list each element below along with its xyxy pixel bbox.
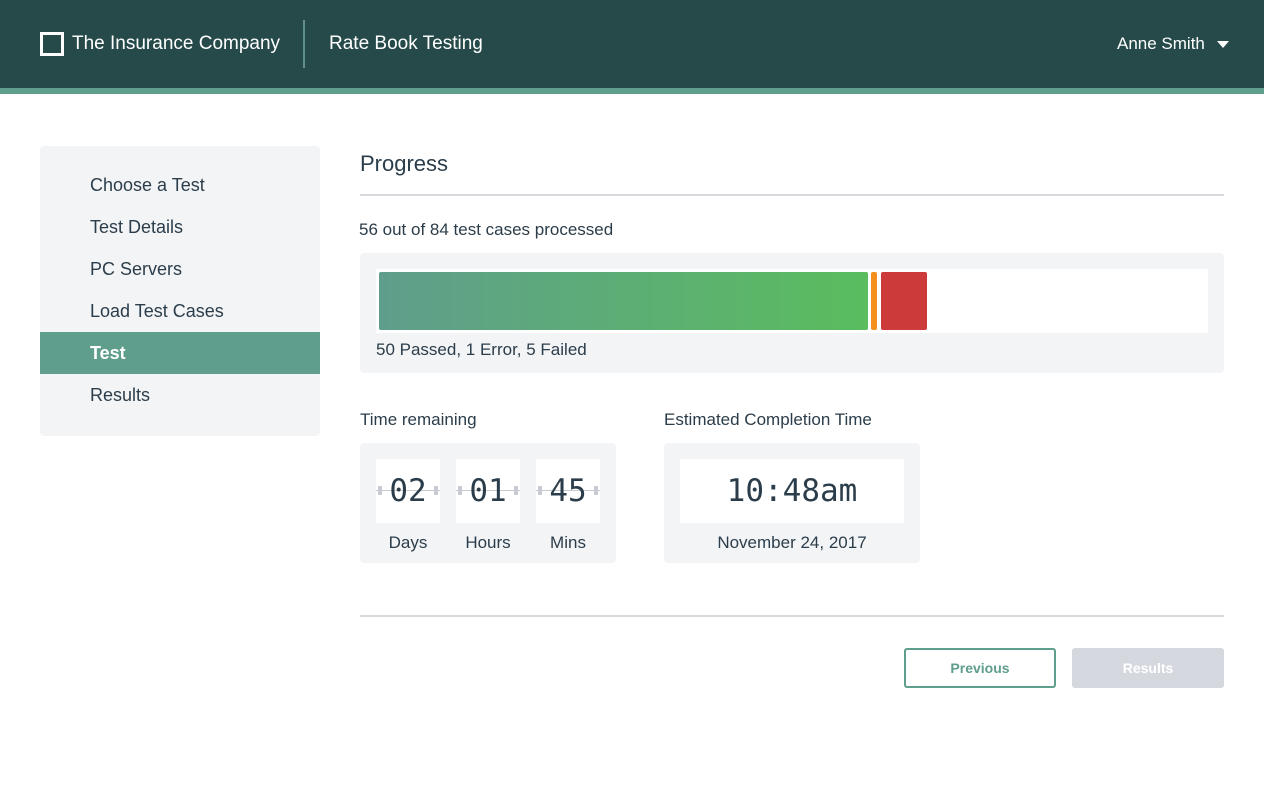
sidebar-item-choose-a-test[interactable]: Choose a Test bbox=[90, 175, 205, 195]
flip-card: 01 bbox=[456, 459, 520, 523]
countdown-hours: 01 Hours bbox=[456, 459, 520, 554]
mins-label: Mins bbox=[550, 533, 586, 552]
sidebar-nav: Choose a Test Test Details PC Servers Lo… bbox=[40, 146, 320, 436]
completion-time-value: 10:48am bbox=[726, 473, 858, 509]
sidebar-item-results[interactable]: Results bbox=[90, 385, 151, 405]
progress-bar bbox=[376, 269, 1208, 333]
divider bbox=[360, 194, 1224, 196]
progress-segment-error bbox=[870, 272, 878, 330]
top-bar: The Insurance Company Rate Book Testing … bbox=[0, 0, 1264, 88]
sidebar-item-test[interactable]: Test bbox=[40, 332, 320, 374]
completion-time-card: 10:48am bbox=[680, 459, 904, 523]
app-title: Rate Book Testing bbox=[329, 33, 483, 54]
progress-caption: 56 out of 84 test cases processed bbox=[359, 220, 614, 239]
completion-date: November 24, 2017 bbox=[717, 533, 867, 552]
progress-segment-passed bbox=[379, 272, 868, 330]
user-name: Anne Smith bbox=[1117, 34, 1205, 53]
square-outline-icon bbox=[40, 32, 64, 56]
completion-time-label: Estimated Completion Time bbox=[664, 410, 872, 429]
progress-panel: 50 Passed, 1 Error, 5 Failed bbox=[360, 253, 1224, 373]
progress-legend: 50 Passed, 1 Error, 5 Failed bbox=[376, 340, 587, 359]
sidebar-item-load-test-cases[interactable]: Load Test Cases bbox=[90, 301, 224, 321]
sidebar-item-pc-servers[interactable]: PC Servers bbox=[90, 259, 183, 279]
caret-down-icon bbox=[1216, 40, 1229, 48]
user-menu[interactable]: Anne Smith bbox=[1117, 32, 1229, 56]
completion-time-panel: 10:48am November 24, 2017 bbox=[664, 443, 920, 563]
results-button[interactable]: Results bbox=[1072, 648, 1224, 688]
countdown-mins: 45 Mins bbox=[536, 459, 600, 554]
time-remaining-panel: 02 Days 01 Hours 45 Mins bbox=[360, 443, 616, 563]
page-title: Progress bbox=[360, 151, 449, 176]
flip-card: 02 bbox=[376, 459, 440, 523]
hours-value: 01 bbox=[469, 473, 507, 509]
header-accent-stripe bbox=[0, 88, 1264, 94]
company-name: The Insurance Company bbox=[72, 33, 281, 54]
days-label: Days bbox=[388, 533, 428, 552]
previous-button[interactable]: Previous bbox=[904, 648, 1056, 688]
progress-segment-failed bbox=[880, 272, 927, 330]
hours-label: Hours bbox=[465, 533, 511, 552]
mins-value: 45 bbox=[549, 473, 587, 509]
flip-card: 45 bbox=[536, 459, 600, 523]
sidebar-item-test-details[interactable]: Test Details bbox=[90, 217, 184, 237]
divider bbox=[360, 615, 1224, 617]
countdown-days: 02 Days bbox=[376, 459, 440, 554]
time-remaining-label: Time remaining bbox=[360, 410, 477, 429]
days-value: 02 bbox=[389, 473, 427, 509]
header-divider bbox=[303, 20, 305, 68]
